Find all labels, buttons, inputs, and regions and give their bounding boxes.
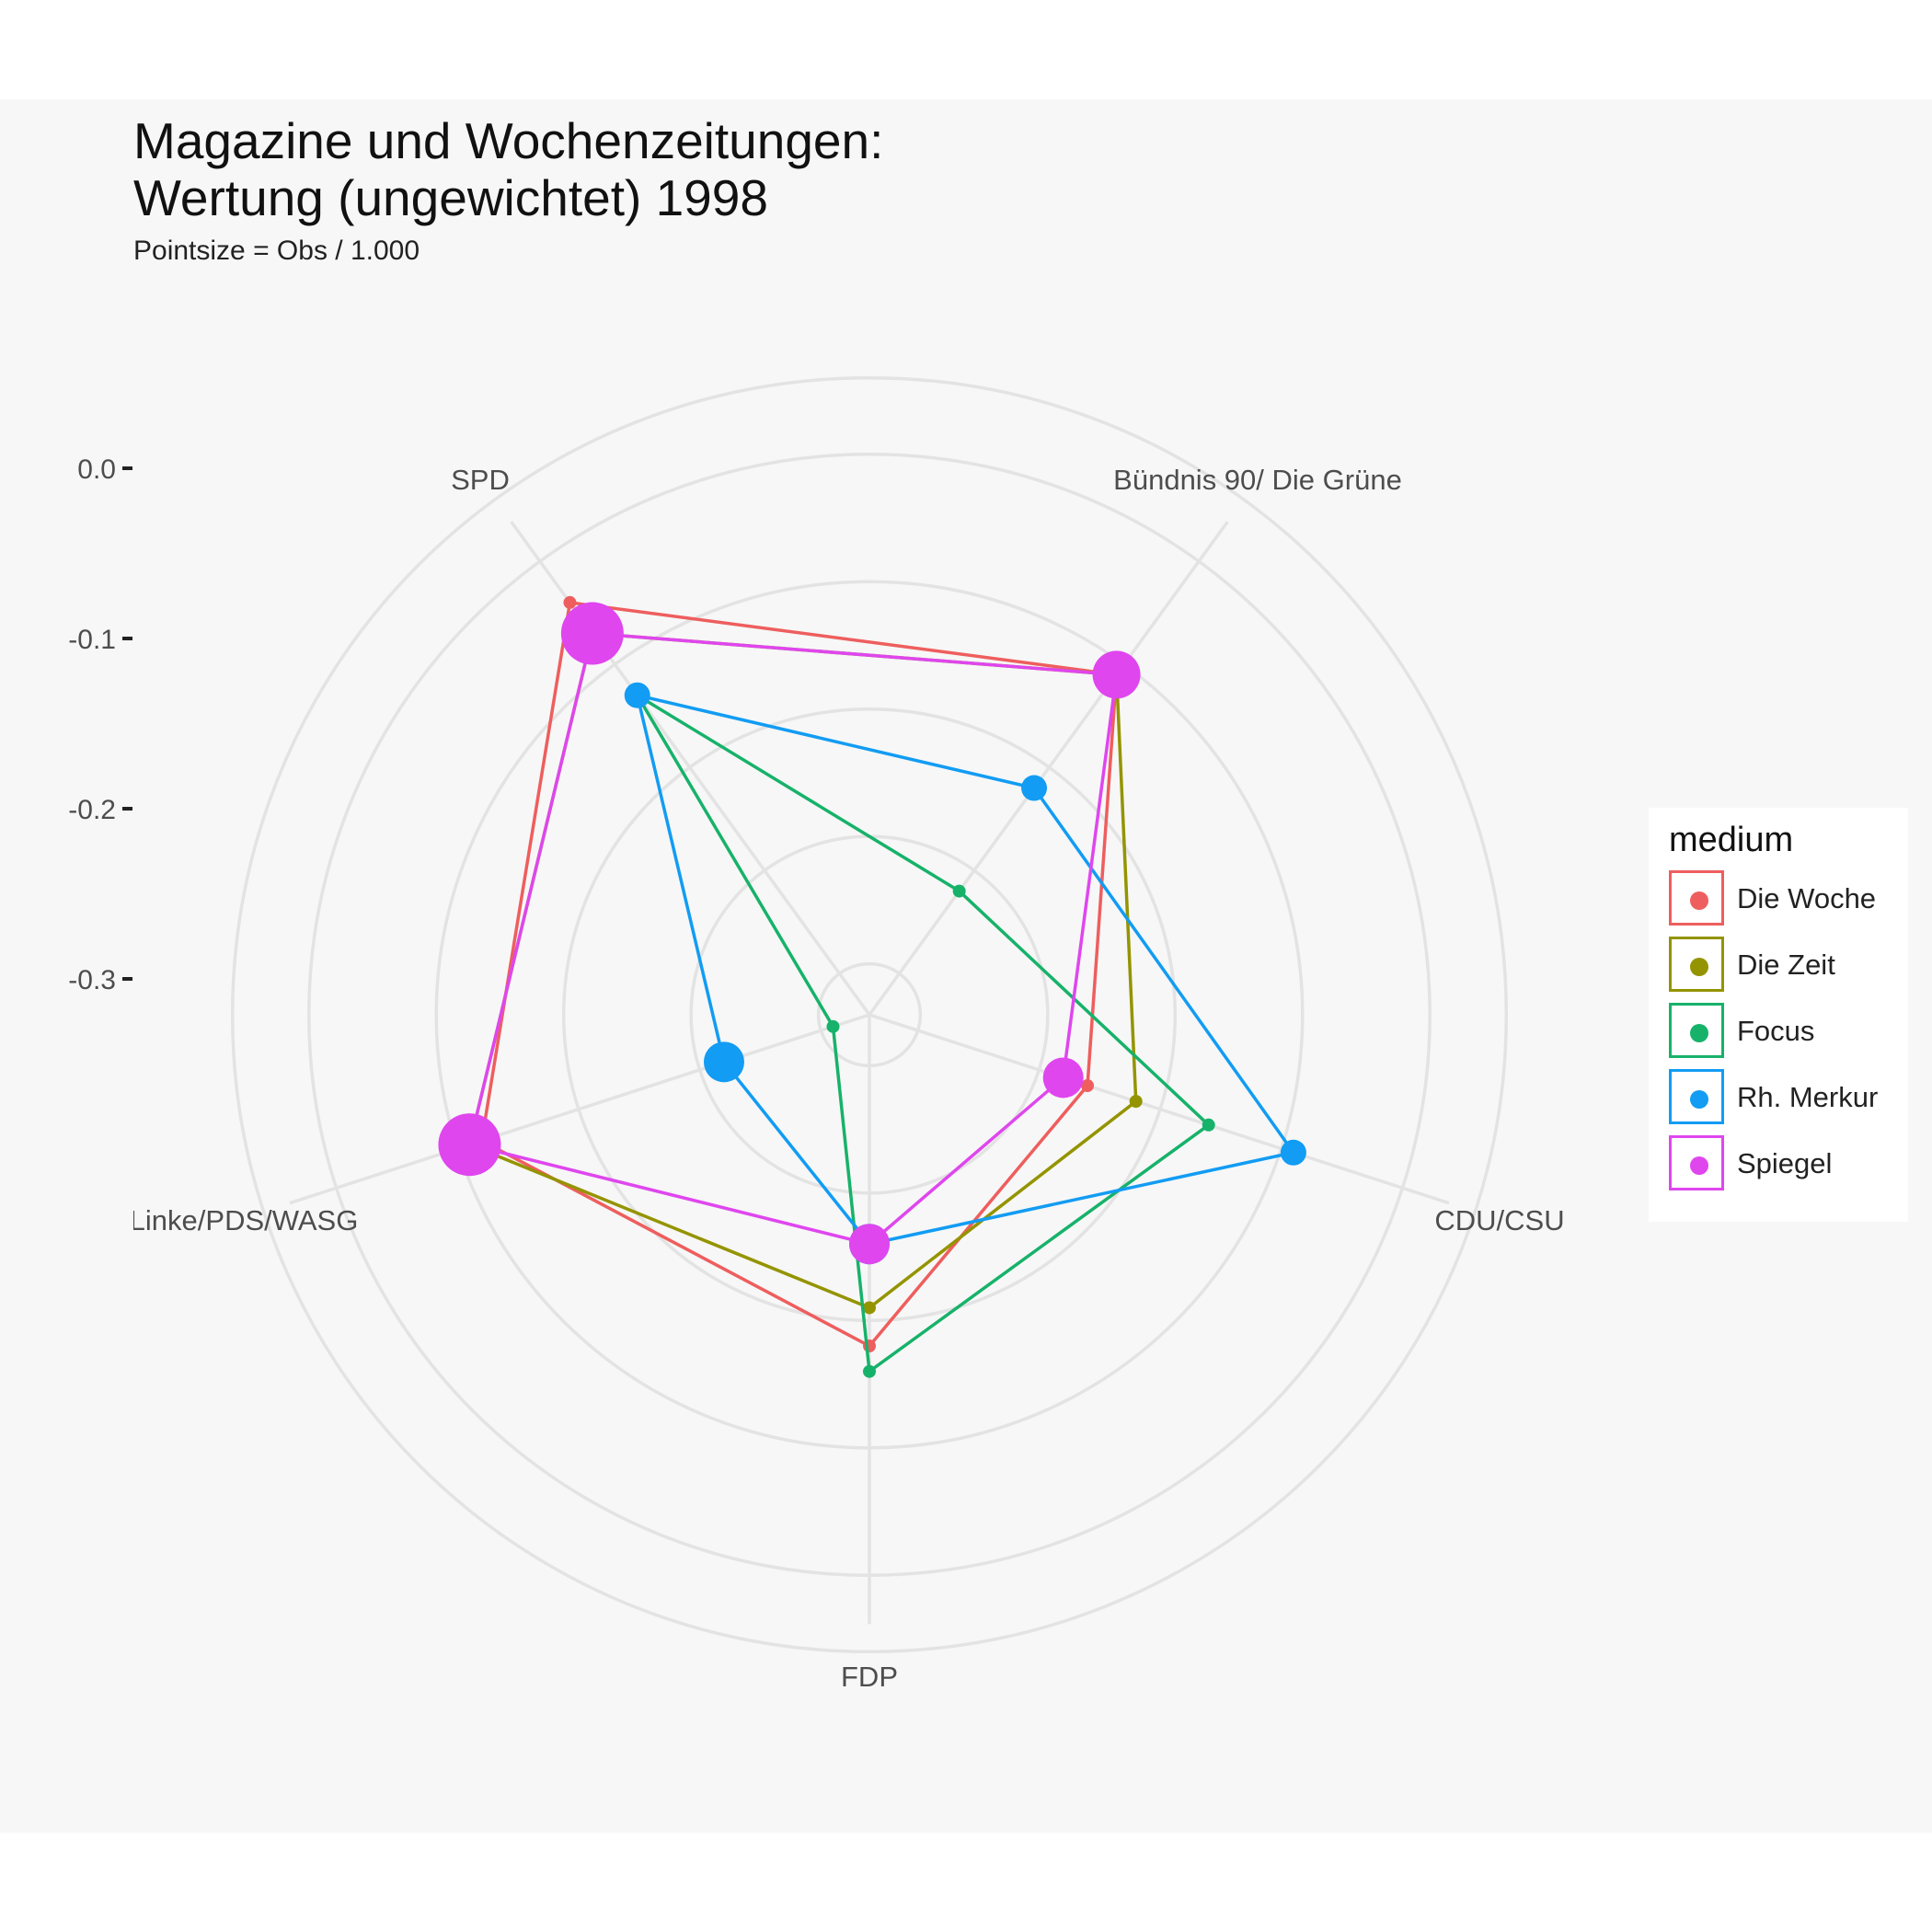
- legend: medium Die Woche Die Zeit Focus Rh. Merk…: [1649, 808, 1908, 1222]
- series-spiegel: [438, 602, 1141, 1265]
- data-point: [438, 1113, 501, 1177]
- legend-item-die-zeit: Die Zeit: [1669, 937, 1908, 995]
- series-line: [635, 693, 1296, 1247]
- legend-label: Rh. Merkur: [1737, 1081, 1879, 1113]
- data-point: [703, 1041, 744, 1083]
- legend-key: [1669, 870, 1724, 926]
- plot-panel: [0, 99, 1932, 1833]
- grid-spoke: [510, 521, 871, 1017]
- data-point: [849, 1224, 890, 1265]
- grid-ring: [230, 375, 1509, 1654]
- axis-label: SPD: [451, 464, 510, 496]
- series-layer: [438, 595, 1306, 1378]
- radial-ticks: 0.0 -0.1 -0.2 -0.3: [68, 454, 132, 995]
- radial-tick-label: -0.3: [68, 965, 116, 995]
- chart-subtitle: Pointsize = Obs / 1.000: [133, 236, 420, 266]
- series-die-zeit: [463, 627, 1143, 1315]
- grid-spoke: [868, 1013, 1450, 1205]
- radar-grid: [230, 375, 1509, 1654]
- radial-tick-label: -0.1: [68, 625, 116, 655]
- data-point: [1081, 1079, 1095, 1093]
- legend-key: [1669, 1135, 1724, 1190]
- data-point: [1280, 1139, 1306, 1166]
- series-line: [479, 600, 1119, 1349]
- axis-labels: SPD Bündnis 90/ Die Grüne CDU/CSU FDP Linke/…: [130, 464, 1565, 1693]
- legend-dot: [1690, 1024, 1708, 1042]
- data-point: [563, 595, 577, 609]
- data-point: [1129, 1095, 1143, 1109]
- data-point: [624, 682, 650, 708]
- radial-tick-label: 0.0: [77, 454, 116, 485]
- legend-dot: [1690, 891, 1708, 910]
- chart-title: Magazine und Wochenzeitungen: Wertung (u…: [133, 112, 884, 226]
- legend-item-die-woche: Die Woche: [1669, 870, 1908, 929]
- data-point: [1021, 775, 1048, 801]
- data-point: [1092, 650, 1141, 699]
- legend-dot: [1690, 1090, 1708, 1109]
- series-rh-merkur: [624, 682, 1306, 1265]
- series-line: [636, 694, 1212, 1374]
- axis-label: Linke/PDS/WASG: [130, 1204, 359, 1236]
- legend-key: [1669, 1003, 1724, 1058]
- legend-label: Focus: [1737, 1015, 1815, 1047]
- legend-item-rh-merkur: Rh. Merkur: [1669, 1069, 1908, 1128]
- axis-label: Bündnis 90/ Die Grüne: [1113, 464, 1402, 496]
- legend-key: [1669, 1069, 1724, 1124]
- data-point: [863, 1364, 876, 1378]
- legend-dot: [1690, 958, 1708, 976]
- grid-spoke: [868, 521, 1229, 1017]
- data-point: [1042, 1057, 1084, 1098]
- data-point: [560, 602, 624, 665]
- legend-label: Spiegel: [1737, 1147, 1833, 1179]
- data-point: [1202, 1118, 1215, 1132]
- data-point: [952, 884, 966, 898]
- data-point: [863, 1301, 876, 1315]
- axis-label: CDU/CSU: [1434, 1204, 1564, 1236]
- radial-tick-label: -0.2: [68, 795, 116, 825]
- legend-label: Die Zeit: [1737, 949, 1835, 981]
- legend-item-spiegel: Spiegel: [1669, 1135, 1908, 1194]
- data-point: [826, 1019, 840, 1033]
- legend-dot: [1690, 1156, 1708, 1175]
- axis-label: FDP: [841, 1661, 898, 1693]
- legend-key: [1669, 937, 1724, 992]
- series-die-woche: [475, 595, 1123, 1352]
- legend-item-focus: Focus: [1669, 1003, 1908, 1062]
- grid-spoke: [289, 1013, 870, 1205]
- legend-label: Die Woche: [1737, 882, 1877, 914]
- legend-title: medium: [1669, 821, 1794, 859]
- series-line: [467, 631, 1119, 1247]
